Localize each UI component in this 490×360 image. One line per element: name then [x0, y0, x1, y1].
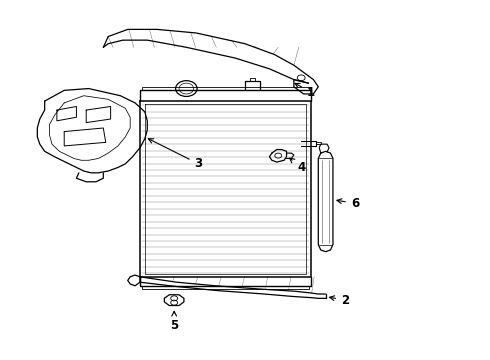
Text: 1: 1: [295, 83, 315, 99]
Text: 6: 6: [337, 197, 359, 210]
Text: 3: 3: [148, 139, 203, 170]
Text: 4: 4: [290, 158, 305, 174]
Text: 2: 2: [330, 294, 349, 307]
Text: 5: 5: [170, 311, 178, 332]
